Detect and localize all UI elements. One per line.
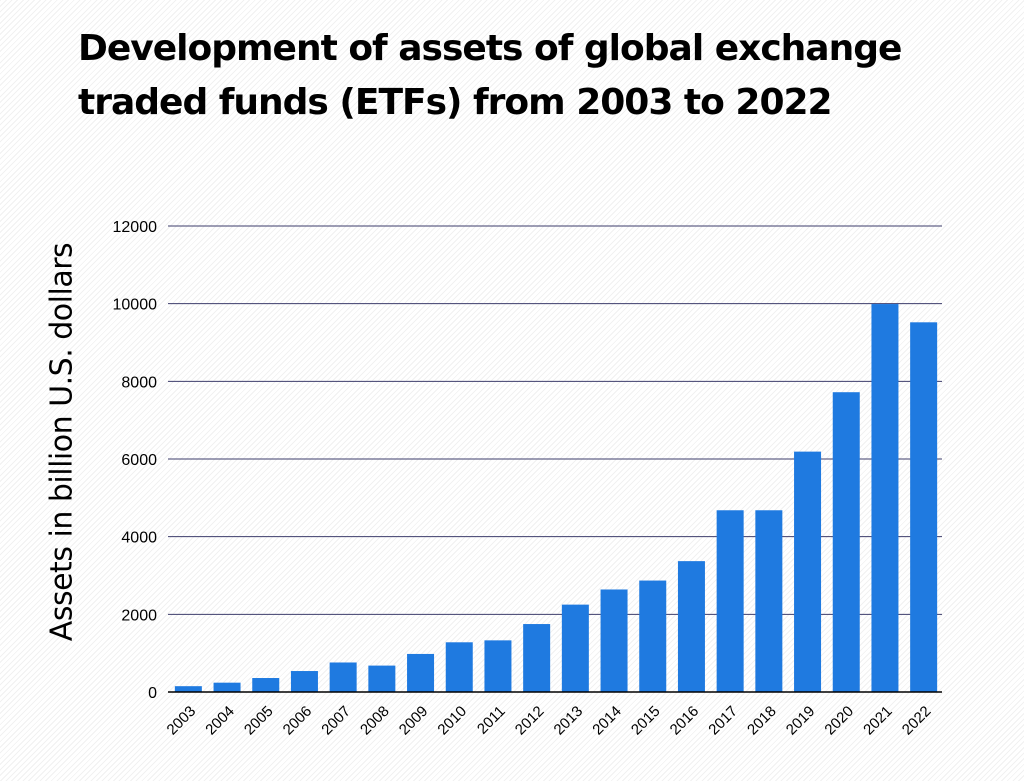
x-tick-label: 2019 bbox=[783, 703, 819, 739]
y-tick-label: 6000 bbox=[121, 452, 157, 469]
x-tick-label: 2003 bbox=[164, 703, 200, 739]
bar-2004 bbox=[213, 682, 241, 692]
bar-2017 bbox=[716, 510, 744, 692]
bar-2013 bbox=[561, 604, 589, 692]
x-tick-label: 2021 bbox=[860, 703, 896, 739]
bar-2022 bbox=[910, 322, 938, 692]
x-tick-label: 2009 bbox=[396, 703, 432, 739]
y-tick-labels: 0 2000 4000 6000 8000 10000 12000 bbox=[113, 219, 158, 702]
y-tick-label: 2000 bbox=[121, 607, 157, 624]
bar-2020 bbox=[832, 392, 860, 692]
bar-2008 bbox=[368, 665, 396, 692]
x-tick-labels: 2003 2004 2005 2006 2007 2008 2009 2010 2011 2012… bbox=[164, 703, 935, 739]
chart-title: Development of assets of global exchange… bbox=[78, 28, 902, 123]
bar-2010 bbox=[445, 642, 473, 692]
bar-2015 bbox=[639, 580, 667, 692]
bar-2007 bbox=[329, 662, 357, 692]
bar-2011 bbox=[484, 640, 512, 692]
y-tick-label: 4000 bbox=[121, 530, 157, 547]
x-tick-label: 2010 bbox=[434, 703, 470, 739]
x-tick-label: 2014 bbox=[589, 703, 625, 739]
gridlines bbox=[168, 225, 942, 615]
x-tick-label: 2005 bbox=[241, 703, 277, 739]
bar-2014 bbox=[600, 589, 628, 692]
bar-2019 bbox=[794, 451, 822, 692]
y-tick-label: 12000 bbox=[113, 219, 158, 236]
y-tick-label: 0 bbox=[148, 685, 157, 702]
bar-2009 bbox=[407, 653, 435, 692]
bars bbox=[174, 304, 938, 692]
x-tick-label: 2015 bbox=[628, 703, 664, 739]
y-tick-label: 8000 bbox=[121, 374, 157, 391]
x-tick-label: 2004 bbox=[202, 703, 238, 739]
x-tick-label: 2012 bbox=[512, 703, 548, 739]
bar-2016 bbox=[677, 561, 705, 692]
x-tick-label: 2011 bbox=[474, 703, 509, 738]
x-tick-label: 2013 bbox=[551, 703, 587, 739]
bar-2003 bbox=[174, 686, 202, 692]
y-tick-label: 10000 bbox=[113, 297, 158, 314]
x-tick-label: 2018 bbox=[744, 703, 780, 739]
x-tick-label: 2008 bbox=[357, 703, 393, 739]
x-tick-label: 2006 bbox=[280, 703, 316, 739]
x-tick-label: 2017 bbox=[705, 703, 741, 739]
bar-2005 bbox=[252, 678, 280, 692]
x-tick-label: 2016 bbox=[667, 703, 703, 739]
bar-2018 bbox=[755, 510, 783, 692]
bar-2021 bbox=[871, 304, 899, 692]
x-tick-label: 2020 bbox=[821, 703, 857, 739]
x-tick-label: 2022 bbox=[899, 703, 935, 739]
bar-2006 bbox=[290, 671, 318, 692]
x-tick-label: 2007 bbox=[318, 703, 354, 739]
bar-2012 bbox=[523, 624, 551, 692]
